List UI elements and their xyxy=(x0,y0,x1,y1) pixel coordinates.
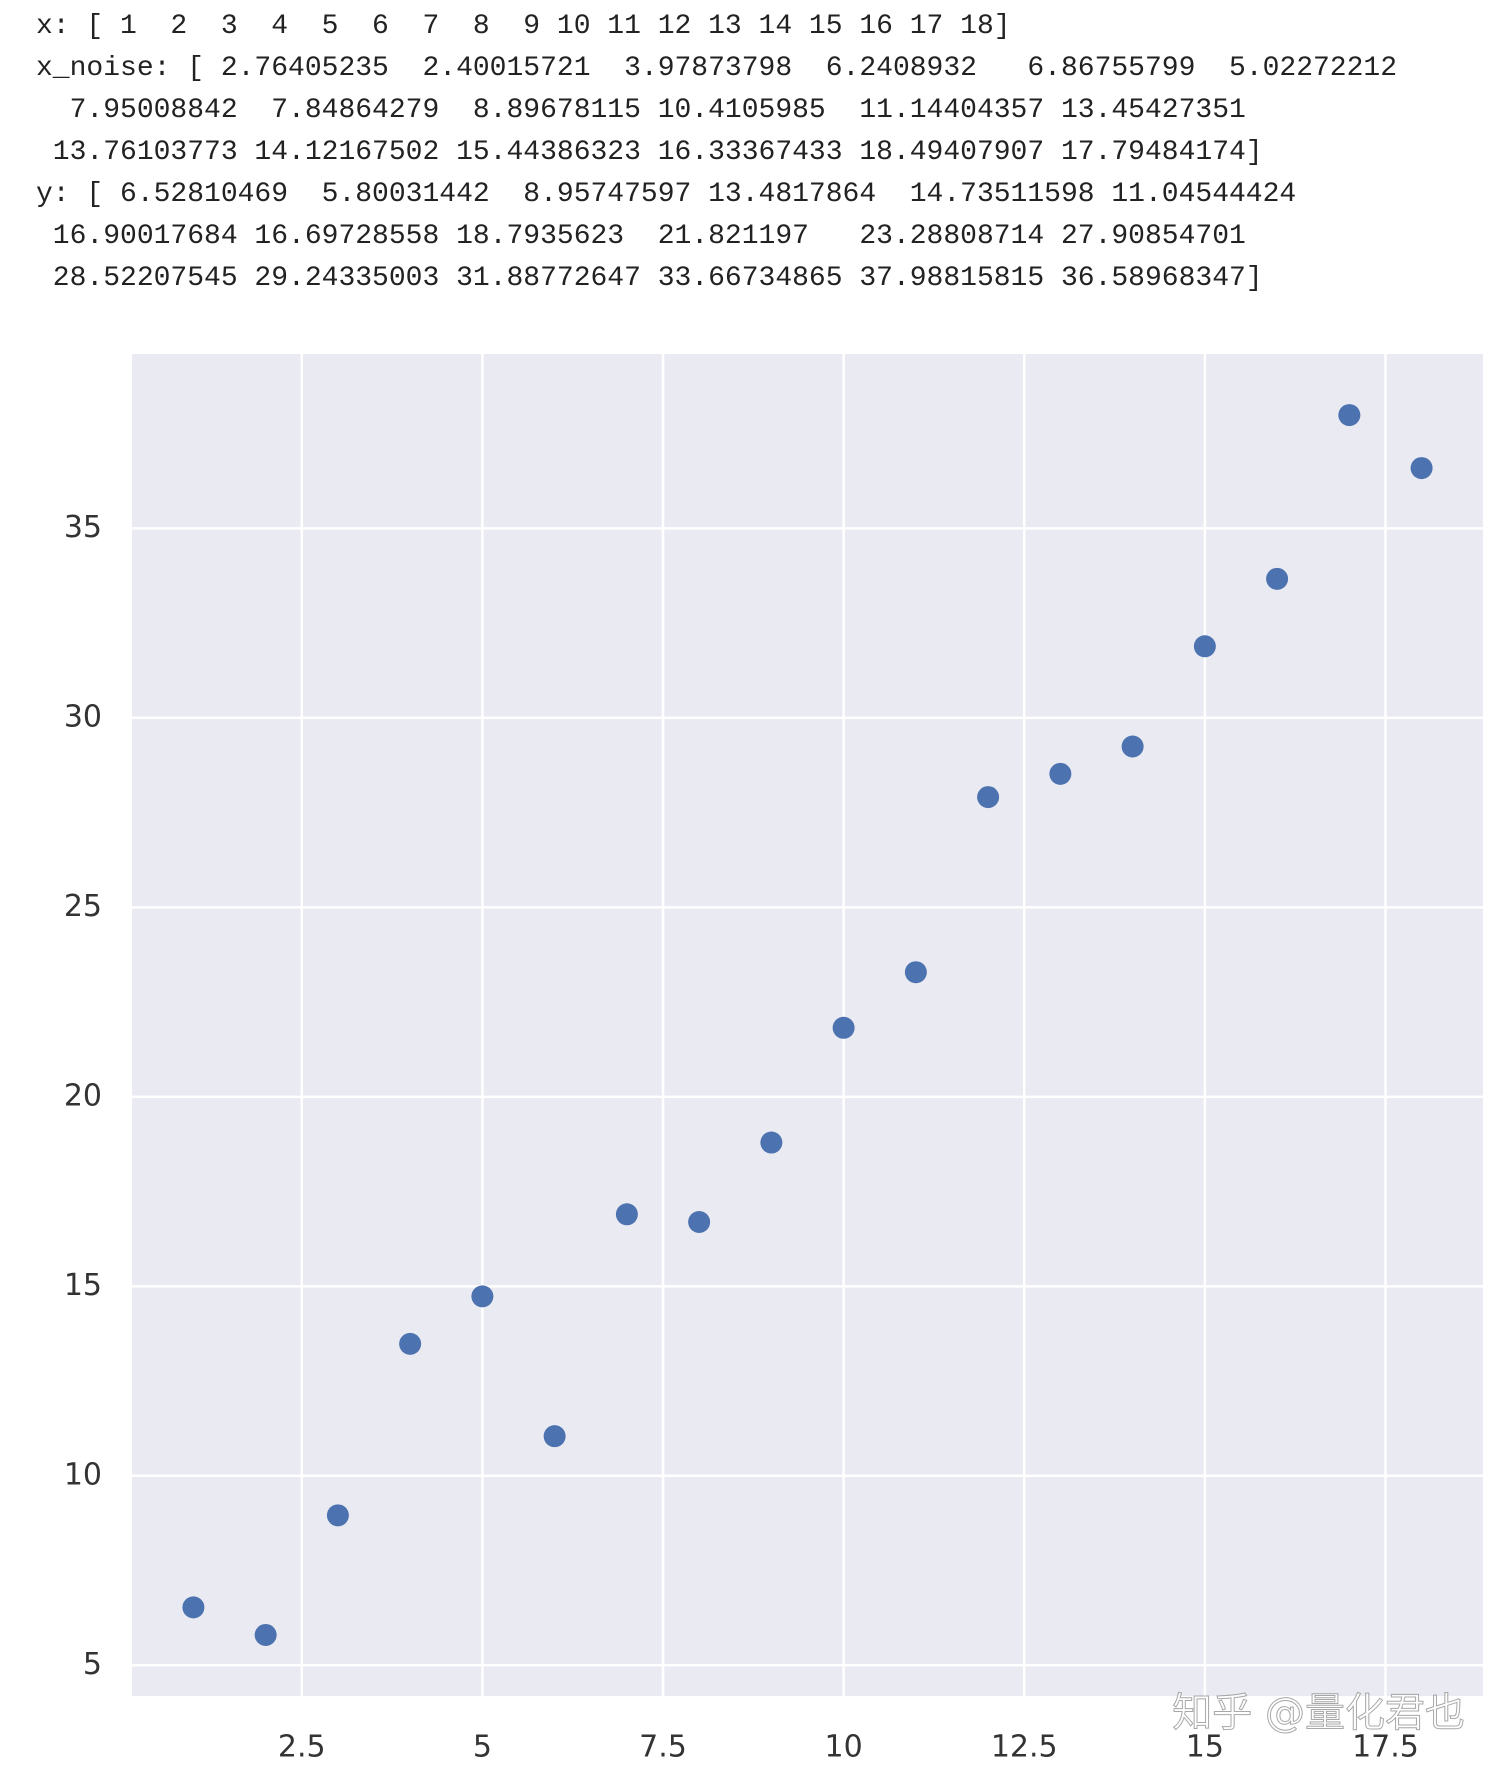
plot-background xyxy=(132,354,1483,1696)
point xyxy=(1266,567,1289,590)
point xyxy=(1338,404,1361,427)
point xyxy=(1410,457,1433,480)
output-line: 7.95008842 7.84864279 8.89678115 10.4105… xyxy=(36,95,1246,126)
output-line: 13.76103773 14.12167502 15.44386323 16.3… xyxy=(36,137,1263,168)
output-line: x: [ 1 2 3 4 5 6 7 8 9 10 11 12 13 14 15… xyxy=(36,11,1011,42)
y-tick-label: 20 xyxy=(64,1078,102,1113)
output-line: y: [ 6.52810469 5.80031442 8.95747597 13… xyxy=(36,179,1297,210)
point xyxy=(904,961,927,984)
output-line: 28.52207545 29.24335003 31.88772647 33.6… xyxy=(36,263,1263,294)
printed-output: x: [ 1 2 3 4 5 6 7 8 9 10 11 12 13 14 15… xyxy=(36,6,1397,300)
y-tick-label: 30 xyxy=(64,699,102,734)
point xyxy=(1121,735,1144,758)
point xyxy=(326,1504,349,1527)
y-tick-label: 10 xyxy=(64,1457,102,1492)
point xyxy=(832,1016,855,1039)
point xyxy=(977,786,1000,809)
x-tick-label: 15 xyxy=(1186,1730,1224,1765)
point xyxy=(688,1210,711,1233)
watermark: 知乎 @量化君也 xyxy=(1172,1690,1465,1736)
point xyxy=(182,1596,205,1619)
output-line: 16.90017684 16.69728558 18.7935623 21.82… xyxy=(36,221,1246,252)
y-tick-label: 15 xyxy=(64,1268,102,1303)
x-tick-label: 12.5 xyxy=(991,1730,1058,1765)
y-tick-label: 25 xyxy=(64,889,102,924)
point xyxy=(399,1332,422,1355)
point xyxy=(1193,635,1216,658)
x-tick-label: 5 xyxy=(473,1730,492,1765)
x-tick-label: 7.5 xyxy=(639,1730,687,1765)
x-tick-label: 2.5 xyxy=(278,1730,326,1765)
x-tick-label: 17.5 xyxy=(1352,1730,1419,1765)
output-line: x_noise: [ 2.76405235 2.40015721 3.97873… xyxy=(36,53,1398,84)
point xyxy=(760,1131,783,1154)
point xyxy=(254,1623,277,1646)
y-tick-label: 5 xyxy=(83,1647,102,1682)
point xyxy=(471,1285,494,1308)
point xyxy=(1049,762,1072,785)
x-tick-label: 10 xyxy=(825,1730,863,1765)
point xyxy=(543,1425,566,1448)
y-tick-label: 35 xyxy=(64,510,102,545)
point xyxy=(615,1203,638,1226)
